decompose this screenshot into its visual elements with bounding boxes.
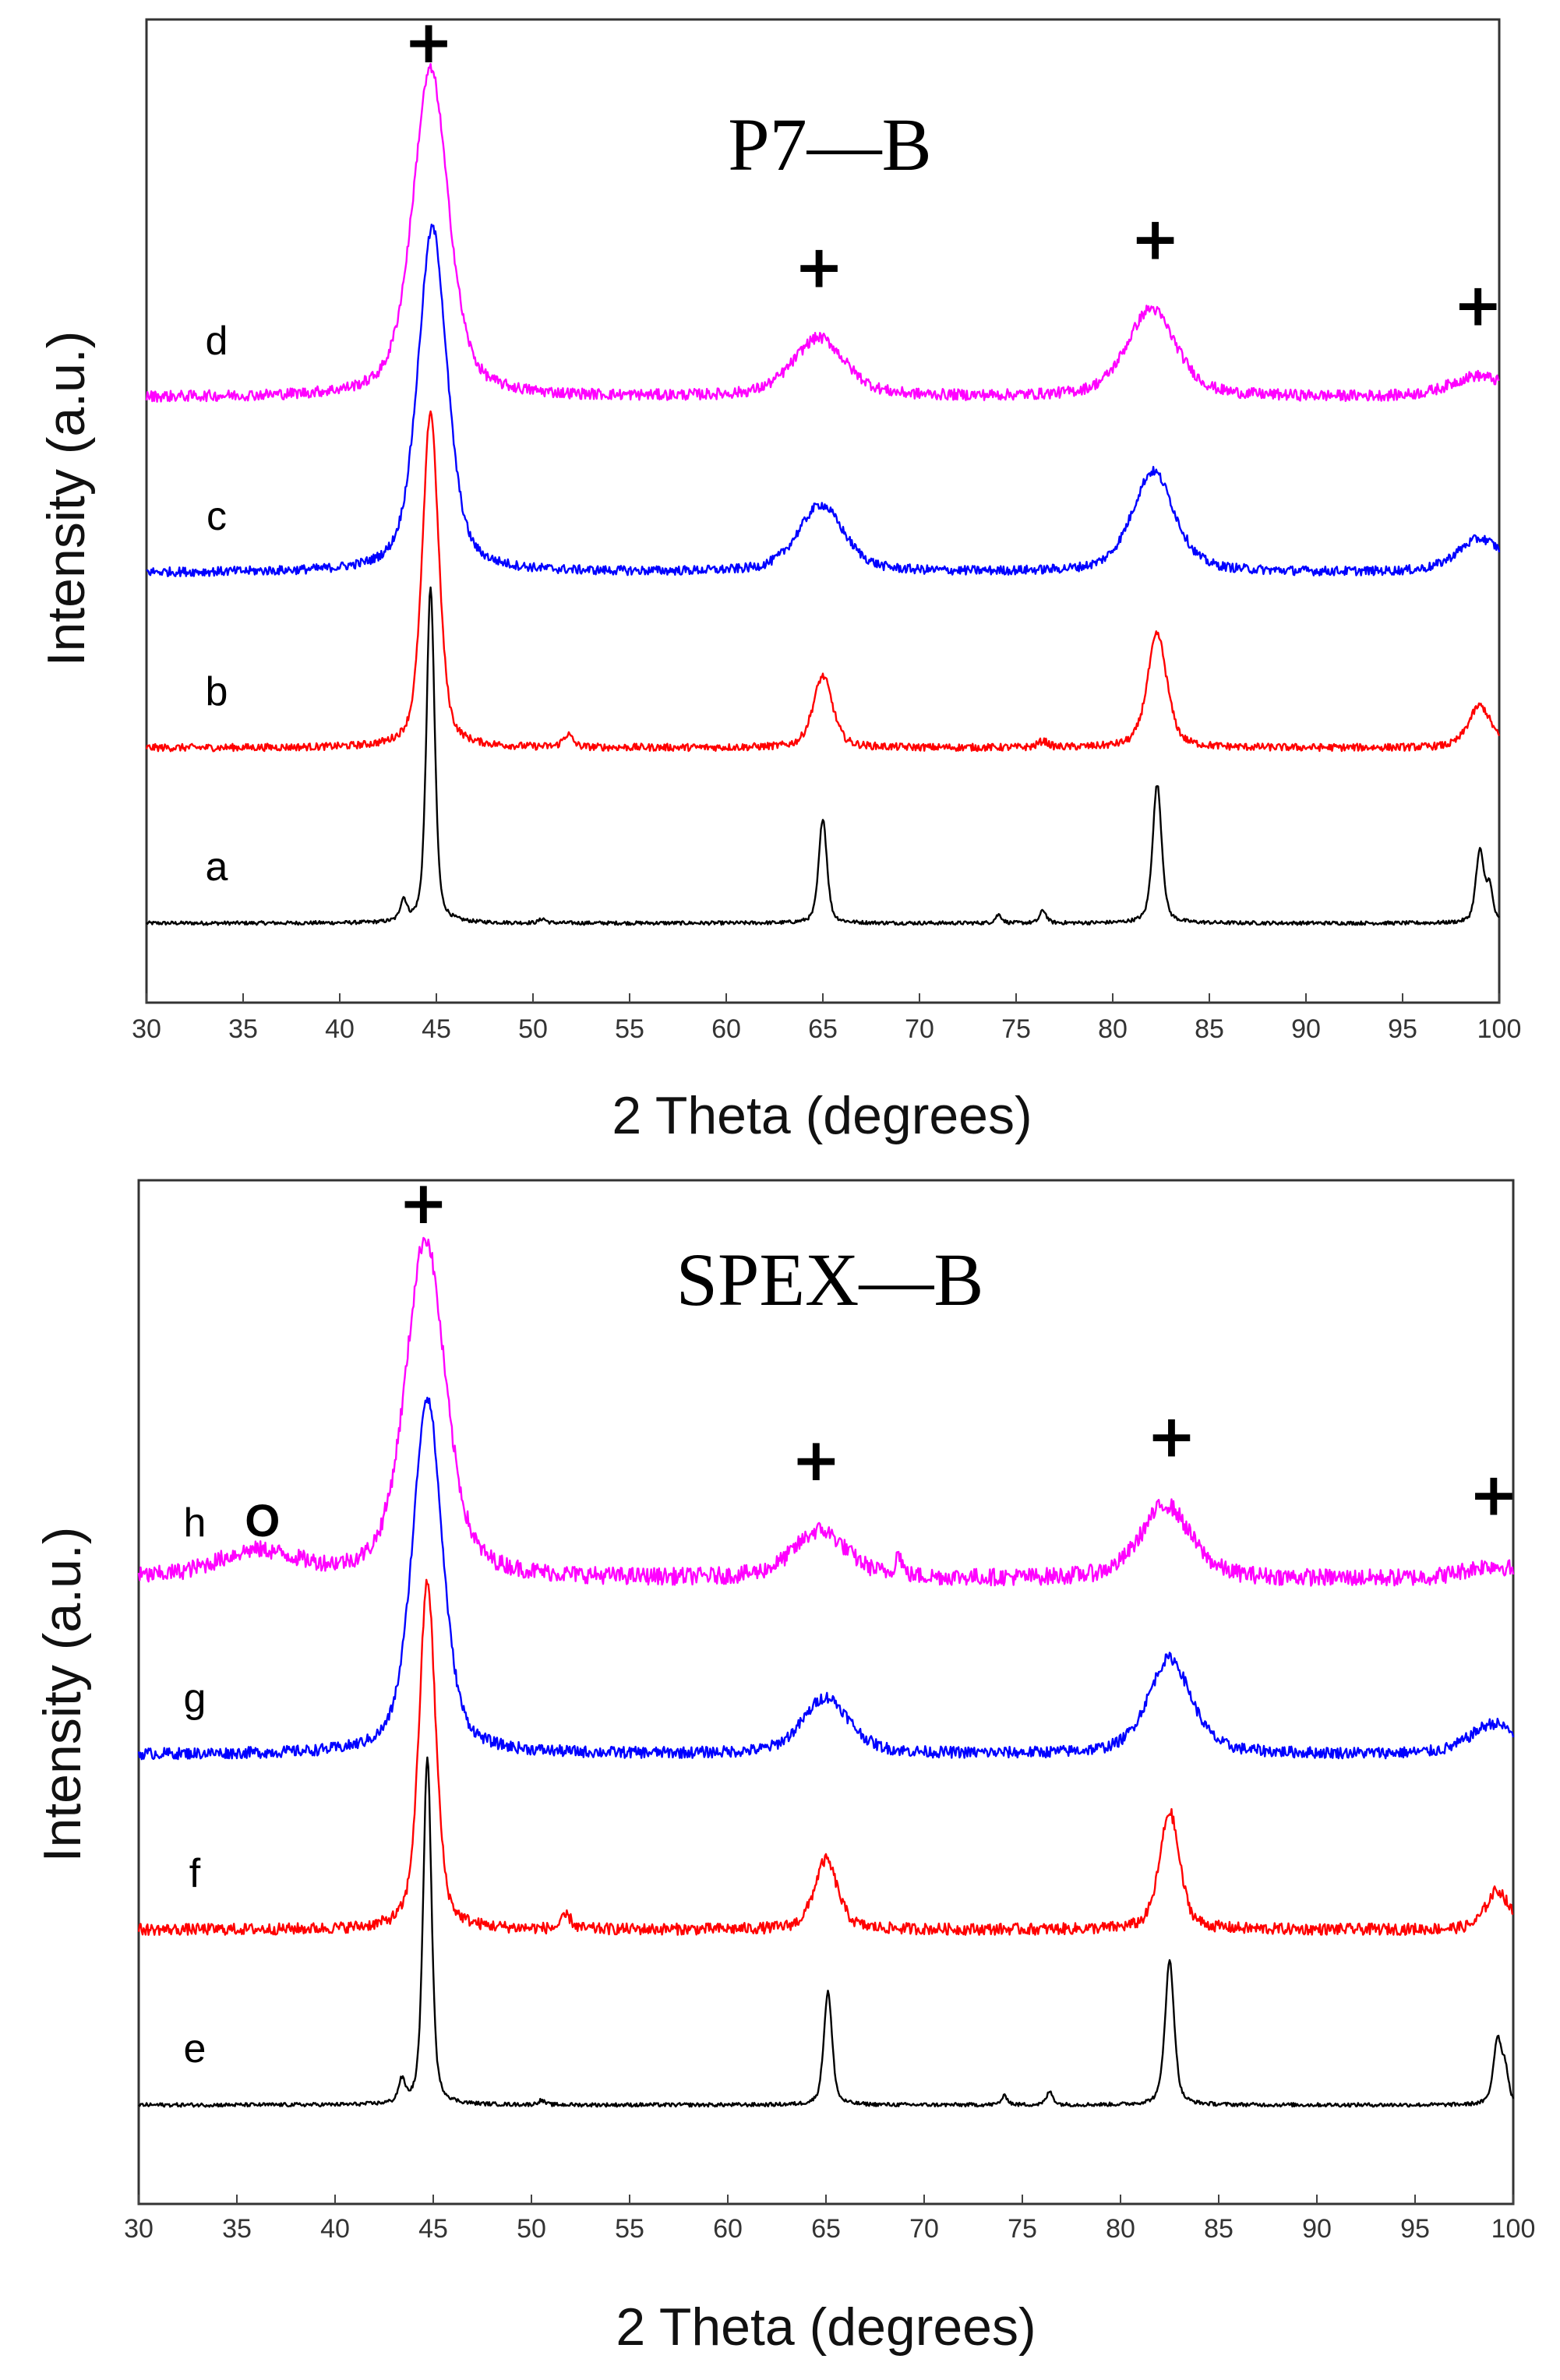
x-tick-label: 90 <box>1302 2214 1332 2244</box>
peak-marker: + <box>792 1425 842 1494</box>
x-tick-label: 35 <box>222 2214 252 2244</box>
x-tick-label: 60 <box>713 2214 743 2244</box>
curve-f <box>137 1578 1514 1936</box>
peak-marker: + <box>794 231 844 301</box>
x-axis-ticks <box>138 2195 1514 2204</box>
x-tick-label: 85 <box>1195 1014 1224 1044</box>
x-tick-label: 95 <box>1400 2214 1430 2244</box>
plot-frame <box>137 1179 1515 2205</box>
curve-b <box>145 410 1501 753</box>
peak-marker: + <box>1131 204 1181 273</box>
peak-markers: + + + + <box>404 7 1502 339</box>
curve-label-d: d <box>206 319 228 364</box>
x-tick-label: 80 <box>1098 1014 1128 1044</box>
peak-marker: + <box>1147 1401 1197 1470</box>
curve-label-c: c <box>206 494 227 539</box>
x-tick-label: 70 <box>905 1014 934 1044</box>
x-axis-tick-labels: 30 35 40 45 50 55 60 65 70 75 80 85 90 95 100 <box>132 1014 1521 1044</box>
x-tick-label: 85 <box>1204 2214 1234 2244</box>
x-tick-label: 55 <box>615 1014 644 1044</box>
peak-markers: + + + + O <box>245 1168 1518 1546</box>
curve-label-a: a <box>206 844 228 890</box>
curve-labels: a b c d <box>206 319 228 890</box>
y-axis-label: Intensity (a.u.) <box>33 1527 92 1863</box>
chart-title: P7—B <box>728 103 931 186</box>
curve-label-f: f <box>189 1851 201 1896</box>
x-tick-label: 80 <box>1106 2214 1135 2244</box>
x-tick-label: 35 <box>228 1014 258 1044</box>
peak-marker: + <box>1469 1460 1519 1529</box>
curve-label-e: e <box>184 2026 206 2071</box>
x-tick-label: 75 <box>1008 2214 1037 2244</box>
curve-c <box>146 224 1501 577</box>
x-tick-label: 65 <box>808 1014 838 1044</box>
x-axis-tick-labels: 30 35 40 45 50 55 60 65 70 75 80 85 90 95 100 <box>124 2214 1535 2244</box>
diffraction-curves <box>137 1236 1515 2108</box>
curve-label-b: b <box>206 669 228 714</box>
peak-marker: + <box>404 7 454 76</box>
x-tick-label: 50 <box>517 2214 546 2244</box>
curve-e <box>138 1756 1515 2108</box>
x-tick-label: 75 <box>1001 1014 1031 1044</box>
x-tick-label: 40 <box>320 2214 350 2244</box>
x-tick-label: 100 <box>1491 2214 1536 2244</box>
curve-d <box>145 62 1500 403</box>
x-tick-label: 95 <box>1388 1014 1417 1044</box>
x-tick-label: 40 <box>325 1014 355 1044</box>
y-axis-label: Intensity (a.u.) <box>37 331 96 667</box>
x-tick-label: 30 <box>132 1014 161 1044</box>
x-axis-label: 2 Theta (degrees) <box>616 2297 1036 2357</box>
x-tick-label: 70 <box>909 2214 939 2244</box>
x-axis-label: 2 Theta (degrees) <box>612 1086 1032 1145</box>
curve-a <box>146 586 1500 926</box>
x-tick-label: 45 <box>422 1014 451 1044</box>
x-tick-label: 100 <box>1477 1014 1522 1044</box>
peak-marker: + <box>399 1168 449 1237</box>
curve-label-g: g <box>184 1676 206 1721</box>
curve-h <box>137 1236 1515 1587</box>
curve-label-h: h <box>184 1500 206 1546</box>
chart-title: SPEX—B <box>676 1238 984 1321</box>
diffraction-curves <box>145 62 1501 926</box>
x-axis-ticks <box>146 993 1500 1003</box>
x-tick-label: 60 <box>711 1014 741 1044</box>
x-tick-label: 50 <box>518 1014 548 1044</box>
curve-labels: e f g h <box>184 1500 206 2071</box>
x-tick-label: 65 <box>811 2214 841 2244</box>
x-tick-label: 30 <box>124 2214 154 2244</box>
x-tick-label: 90 <box>1291 1014 1321 1044</box>
x-tick-label: 55 <box>615 2214 644 2244</box>
x-tick-label: 45 <box>418 2214 448 2244</box>
peak-marker: + <box>1453 270 1503 339</box>
curve-g <box>137 1396 1515 1761</box>
phase-marker: O <box>245 1496 280 1546</box>
